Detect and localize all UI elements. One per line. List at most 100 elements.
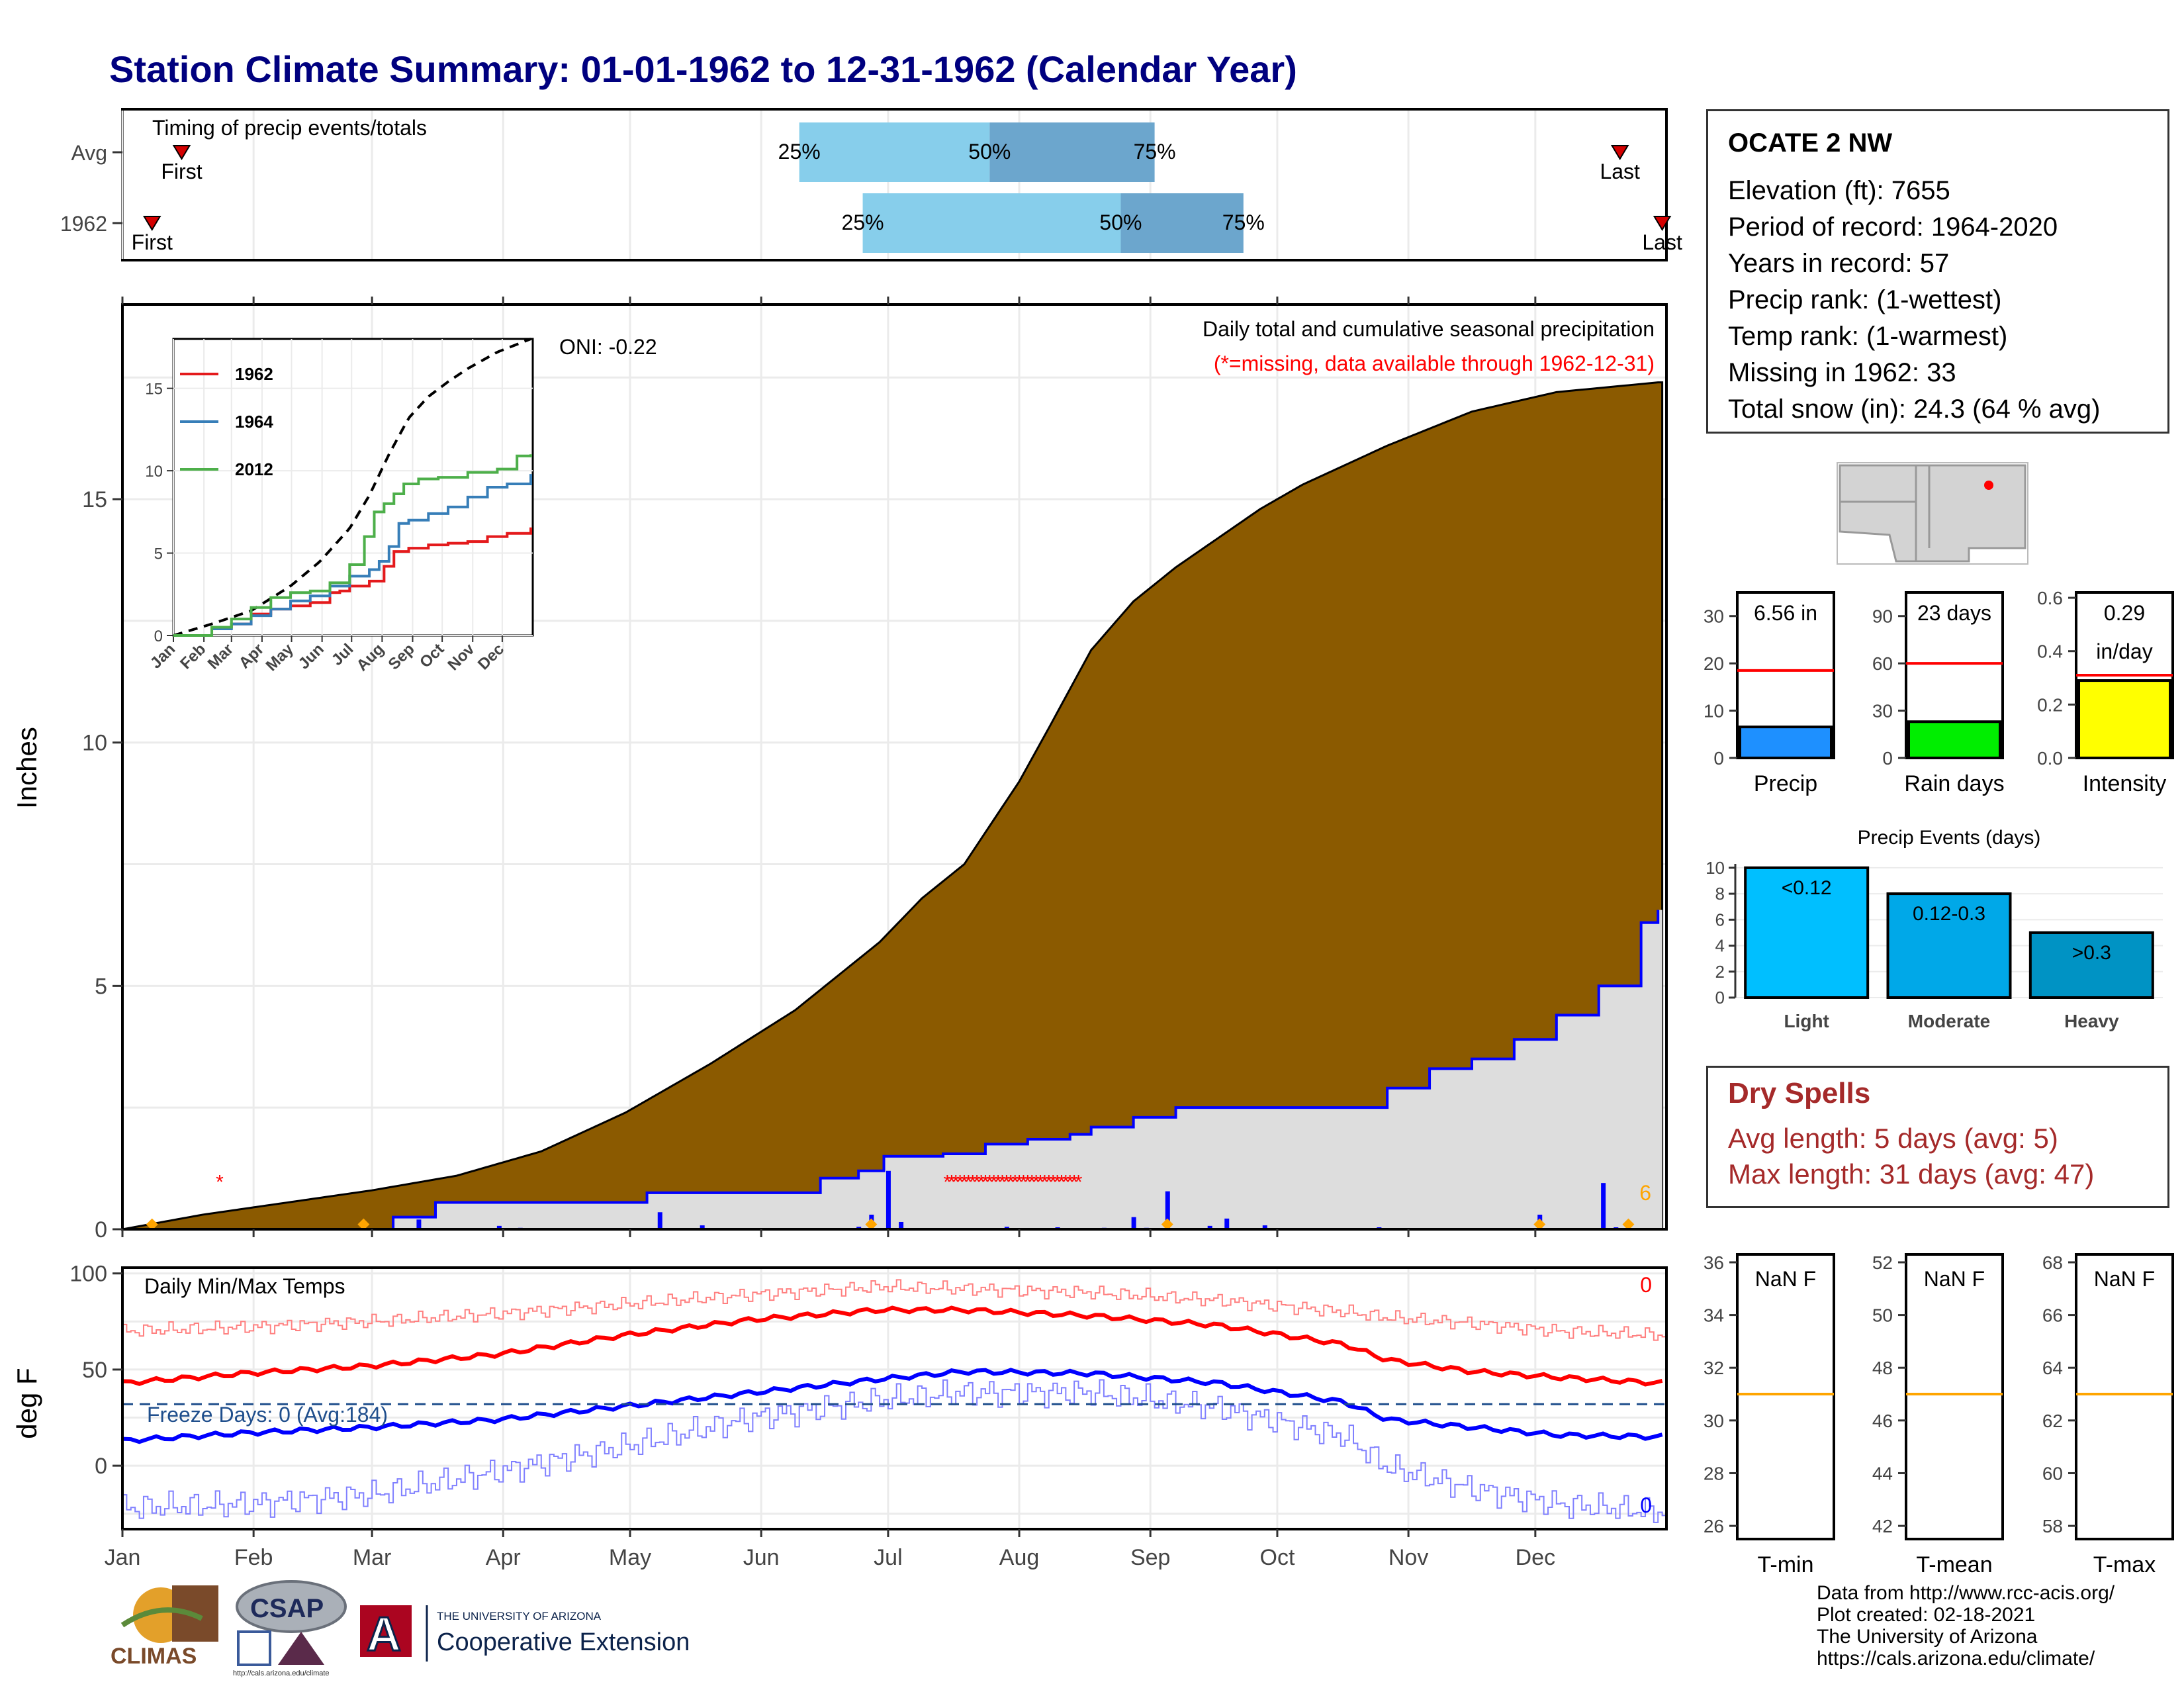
season-total-area (122, 910, 1662, 1229)
tmean-xlabel: T-mean (1916, 1552, 1992, 1577)
month-label: May (609, 1545, 651, 1570)
footer-line: The University of Arizona (1817, 1626, 2038, 1648)
dry-spells-title: Dry Spells (1728, 1077, 1871, 1109)
tmin-ytick-label: 36 (1704, 1252, 1724, 1273)
station-location-marker (1984, 481, 1993, 490)
missing-marker: * (1007, 1171, 1015, 1193)
info-years: Years in record: 57 (1728, 249, 1950, 278)
inset-ytick-label: 10 (145, 463, 163, 481)
rain_days-ytick-label: 90 (1872, 606, 1893, 627)
tmax-value-label: NaN F (2094, 1267, 2155, 1291)
daily-precip-bar (700, 1225, 705, 1229)
avg-min-line (122, 1368, 1663, 1444)
daily-precip-bar (657, 1212, 662, 1229)
missing-marker: * (1011, 1171, 1019, 1193)
month-label: Mar (353, 1545, 392, 1570)
footer-line: Plot created: 02-18-2021 (1817, 1604, 2036, 1626)
footer-line: Data from http://www.rcc-acis.org/ (1817, 1582, 2115, 1604)
ua-a-block-icon (360, 1605, 412, 1657)
missing-marker: * (944, 1171, 952, 1193)
tmean-ytick-label: 48 (1872, 1358, 1893, 1378)
temp-frame (121, 1266, 1668, 1530)
missing-marker: * (985, 1171, 993, 1193)
missing-marker: * (1003, 1171, 1011, 1193)
month-label: Apr (486, 1545, 521, 1570)
intensity-ytick-label: 0.2 (2037, 694, 2063, 715)
rain_days-ytick-label: 0 (1882, 748, 1893, 769)
tmean-value-label: NaN F (1924, 1267, 1985, 1291)
last-marker-icon (1653, 216, 1672, 231)
missing-marker: * (981, 1171, 989, 1193)
missing-marker: * (1058, 1171, 1066, 1193)
info-missing: Missing in 1962: 33 (1728, 358, 1956, 387)
map-states-shape (1839, 464, 2026, 563)
daily-precip-bar (1262, 1225, 1267, 1229)
record-min-line (122, 1379, 1666, 1523)
dry-spells-max: Max length: 31 days (avg: 47) (1728, 1158, 2095, 1190)
tmax-ytick-label: 64 (2042, 1358, 2063, 1378)
missing-marker: * (956, 1171, 964, 1193)
events-bar (2028, 931, 2154, 1000)
events-ytick-label: 8 (1715, 884, 1725, 904)
missing-marker: * (978, 1171, 985, 1193)
temp-ylabel: deg F (11, 1368, 42, 1438)
events-bar-label: >0.3 (2072, 942, 2111, 964)
tmax-ytick-label: 62 (2042, 1411, 2063, 1431)
events-category-label: Moderate (1908, 1011, 1990, 1031)
missing-marker: * (1020, 1171, 1028, 1193)
tmean-ytick-label: 44 (1872, 1463, 1893, 1483)
precip-ytick-label: 10 (82, 731, 107, 756)
footer-line: https://cals.arizona.edu/climate/ (1817, 1648, 2095, 1669)
intensity-value-unit: in/day (2096, 639, 2152, 663)
missing-marker: * (1054, 1171, 1062, 1193)
events-bar-label: 0.12-0.3 (1913, 903, 1985, 925)
missing-marker: * (1036, 1171, 1044, 1193)
precip-ytick-label: 0 (95, 1217, 107, 1243)
precip-frame (121, 303, 1668, 1231)
first-label: First (132, 230, 173, 254)
missing-marker: * (952, 1171, 960, 1193)
month-label: Nov (1388, 1545, 1428, 1570)
tmin-ytick-label: 28 (1704, 1463, 1724, 1483)
month-label: Jun (743, 1545, 780, 1570)
timing-q50-label: 50% (968, 140, 1011, 164)
info-snow: Total snow (in): 24.3 (64 % avg) (1728, 395, 2101, 424)
missing-marker: * (990, 1171, 998, 1193)
ua-small-text: THE UNIVERSITY OF ARIZONA (437, 1610, 602, 1622)
ua-big-text: Cooperative Extension (437, 1628, 690, 1656)
precip-ylabel: Inches (11, 727, 42, 809)
ua-a-letter: A (367, 1608, 401, 1661)
freeze-days-label: Freeze Days: 0 (Avg:184) (147, 1403, 388, 1427)
tmax-ytick-label: 66 (2042, 1305, 2063, 1326)
inset-legend-label: 2012 (235, 459, 273, 479)
precip_total-ytick-label: 10 (1704, 701, 1724, 722)
last-label: Last (1600, 160, 1640, 183)
dry-spells-avg: Avg length: 5 days (avg: 5) (1728, 1123, 2058, 1154)
climas-swoosh-icon (120, 1607, 203, 1628)
intensity-value-label: 0.29 (2104, 601, 2145, 625)
missing-marker: * (1024, 1171, 1032, 1193)
daily-precip-bar (1207, 1225, 1212, 1229)
mountain-icon (278, 1632, 324, 1665)
state-map (1837, 462, 2028, 565)
timing-bar-upper (989, 122, 1155, 182)
missing-marker: * (960, 1171, 968, 1193)
missing-marker: * (948, 1171, 956, 1193)
precip-title: Daily total and cumulative seasonal prec… (1203, 317, 1655, 341)
precip_total-ytick-label: 20 (1704, 653, 1724, 674)
month-label: Oct (1260, 1545, 1295, 1570)
tmin-ytick-label: 30 (1704, 1411, 1724, 1431)
month-label: Aug (999, 1545, 1040, 1570)
tmax-ytick-label: 58 (2042, 1516, 2063, 1536)
precip-ytick-label: 5 (95, 974, 107, 999)
csap-text: CSAP (250, 1594, 324, 1623)
timing-q25-label: 25% (842, 211, 884, 234)
events-bar-label: <0.12 (1782, 877, 1832, 899)
timing-q75-label: 75% (1134, 140, 1176, 164)
events-category-label: Heavy (2064, 1011, 2119, 1031)
info-precip-rank: Precip rank: (1-wettest) (1728, 285, 2002, 314)
avg-cumulative-area (122, 381, 1664, 1231)
flag-diamond-icon (1622, 1218, 1635, 1231)
daily-precip-bar (1224, 1218, 1230, 1229)
intensity-xlabel: Intensity (2083, 771, 2167, 796)
